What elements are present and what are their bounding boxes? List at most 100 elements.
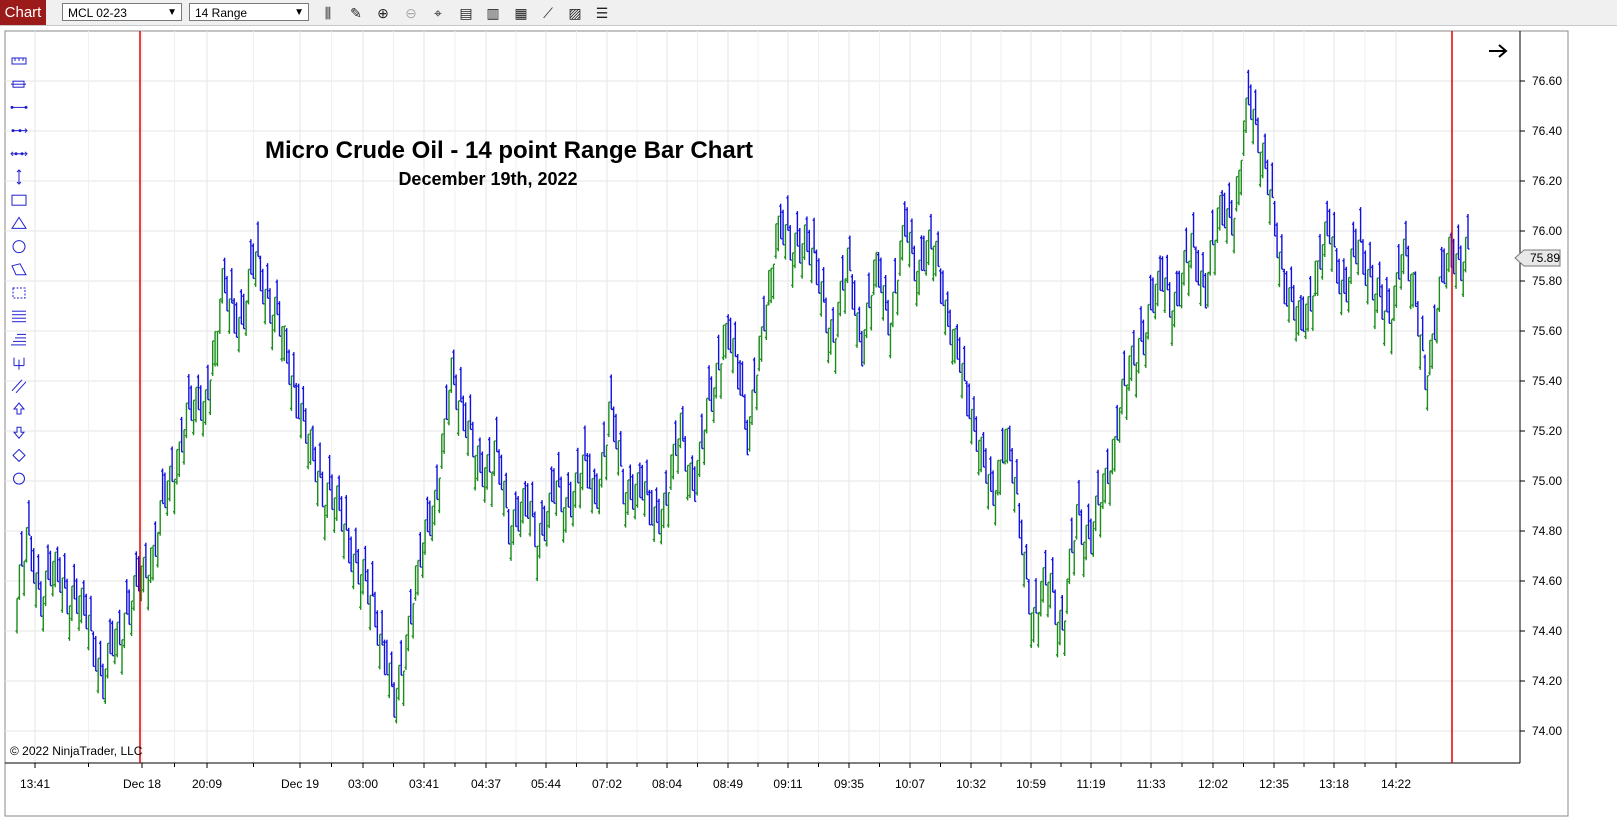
price-bar bbox=[850, 274, 854, 310]
ray-icon[interactable] bbox=[11, 128, 28, 133]
price-bar bbox=[1385, 276, 1389, 313]
price-bar bbox=[667, 491, 671, 528]
chart-style-icon[interactable]: ▥ bbox=[486, 4, 500, 21]
price-bar bbox=[1382, 310, 1386, 346]
diamond-icon[interactable] bbox=[12, 448, 26, 463]
price-bar bbox=[1101, 473, 1105, 510]
price-bar bbox=[1402, 238, 1406, 275]
indicators-icon[interactable]: ▦ bbox=[514, 4, 528, 21]
price-bar bbox=[726, 314, 730, 350]
price-bar bbox=[1122, 350, 1126, 387]
ruler-icon[interactable] bbox=[11, 57, 27, 65]
data-box-icon[interactable]: ▤ bbox=[459, 4, 473, 21]
price-bar bbox=[1280, 234, 1284, 270]
price-bar bbox=[1187, 260, 1191, 297]
price-axis: 76.60 76.40 76.20 76.00 75.80 75.60 75.40 75.20… bbox=[5, 31, 1562, 764]
region-icon[interactable] bbox=[12, 287, 26, 299]
price-bar bbox=[1067, 548, 1071, 585]
price-bar bbox=[1237, 169, 1241, 206]
time-tick-label: 09:35 bbox=[834, 777, 864, 791]
time-tick-label: 12:35 bbox=[1259, 777, 1289, 791]
price-bar bbox=[943, 299, 947, 336]
price-bar bbox=[1337, 258, 1341, 295]
price-bar bbox=[204, 389, 208, 425]
zoom-in-icon[interactable]: ⊕ bbox=[377, 4, 389, 21]
price-bar bbox=[879, 257, 883, 294]
price-bar bbox=[1330, 236, 1334, 272]
price-bar bbox=[1368, 241, 1372, 278]
price-bar bbox=[499, 454, 503, 491]
arrow-up-icon[interactable] bbox=[12, 402, 26, 415]
line-icon[interactable] bbox=[10, 105, 28, 109]
price-bar bbox=[826, 327, 830, 364]
price-bar bbox=[34, 572, 38, 608]
price-bar bbox=[232, 298, 236, 334]
price-bar bbox=[1091, 521, 1095, 557]
trend-channel-icon[interactable] bbox=[11, 379, 27, 394]
price-bar bbox=[332, 497, 336, 533]
price-bar bbox=[698, 441, 702, 478]
ellipse-icon[interactable] bbox=[12, 240, 26, 254]
price-bar bbox=[614, 413, 618, 450]
price-bar bbox=[125, 579, 129, 615]
price-bar bbox=[299, 402, 303, 439]
horizontal-lines-icon[interactable] bbox=[12, 310, 26, 323]
fibonacci-icon[interactable] bbox=[11, 333, 26, 346]
price-bar bbox=[1411, 271, 1415, 308]
price-bar bbox=[1039, 580, 1043, 617]
price-bar bbox=[113, 628, 117, 665]
price-bar bbox=[681, 406, 685, 442]
price-bar bbox=[597, 478, 601, 515]
price-bar bbox=[504, 472, 508, 509]
rectangle-icon[interactable] bbox=[11, 194, 27, 206]
bar-type-selector[interactable]: 14 Range ▼ bbox=[189, 3, 309, 21]
price-bar bbox=[25, 526, 29, 563]
price-bar bbox=[1285, 271, 1289, 307]
chart-panel[interactable]: 76.60 76.40 76.20 76.00 75.80 75.60 75.40 75.20… bbox=[0, 26, 1617, 821]
price-bar bbox=[1003, 428, 1007, 465]
price-bar bbox=[180, 416, 184, 453]
price-bar bbox=[1034, 578, 1038, 614]
price-bar bbox=[134, 551, 138, 588]
price-bar bbox=[130, 600, 134, 637]
price-bar bbox=[1270, 162, 1274, 199]
arrow-line-icon[interactable] bbox=[16, 169, 22, 185]
price-bar bbox=[361, 558, 365, 595]
time-tick-label: 11:33 bbox=[1136, 777, 1165, 791]
arrow-down-icon[interactable] bbox=[12, 426, 26, 439]
zoom-out-icon[interactable]: ⊖ bbox=[405, 4, 417, 21]
crosshair-icon[interactable]: ⌖ bbox=[434, 4, 442, 21]
price-bar bbox=[249, 239, 253, 275]
extended-line-icon[interactable] bbox=[10, 151, 28, 157]
price-bar bbox=[440, 433, 444, 470]
price-bar bbox=[53, 551, 57, 588]
bar-settings-icon[interactable]: ⫼ bbox=[324, 4, 332, 21]
time-tick-label: 05:44 bbox=[531, 777, 561, 791]
price-bar bbox=[1332, 211, 1336, 248]
time-tick-label: 03:41 bbox=[409, 777, 439, 791]
strategies-icon[interactable]: ⟋ bbox=[543, 4, 553, 21]
triangle-icon[interactable] bbox=[11, 216, 27, 229]
list-icon[interactable]: ☰ bbox=[595, 4, 609, 21]
circle-icon[interactable] bbox=[13, 472, 25, 485]
price-bar bbox=[612, 406, 616, 443]
price-bar bbox=[218, 298, 222, 335]
price-bar bbox=[951, 329, 955, 365]
price-bar bbox=[163, 472, 167, 509]
andrews-pitchfork-icon[interactable] bbox=[13, 357, 25, 370]
price-bar bbox=[89, 595, 93, 632]
navigate-right-icon[interactable] bbox=[1489, 44, 1508, 58]
risk-reward-icon[interactable] bbox=[11, 80, 26, 88]
price-bar bbox=[270, 314, 274, 351]
price-bar bbox=[793, 232, 797, 269]
price-bar bbox=[979, 436, 983, 473]
instrument-selector[interactable]: MCL 02-23 ▼ bbox=[62, 3, 182, 21]
properties-icon[interactable]: ▨ bbox=[568, 4, 582, 21]
price-bar bbox=[387, 662, 391, 699]
chart-tab[interactable]: Chart bbox=[0, 0, 46, 25]
pencil-icon[interactable]: ✎ bbox=[350, 4, 362, 21]
price-bar bbox=[1046, 581, 1050, 618]
price-bar bbox=[435, 464, 439, 501]
polygon-icon[interactable] bbox=[11, 263, 27, 276]
price-bar bbox=[1010, 447, 1014, 484]
